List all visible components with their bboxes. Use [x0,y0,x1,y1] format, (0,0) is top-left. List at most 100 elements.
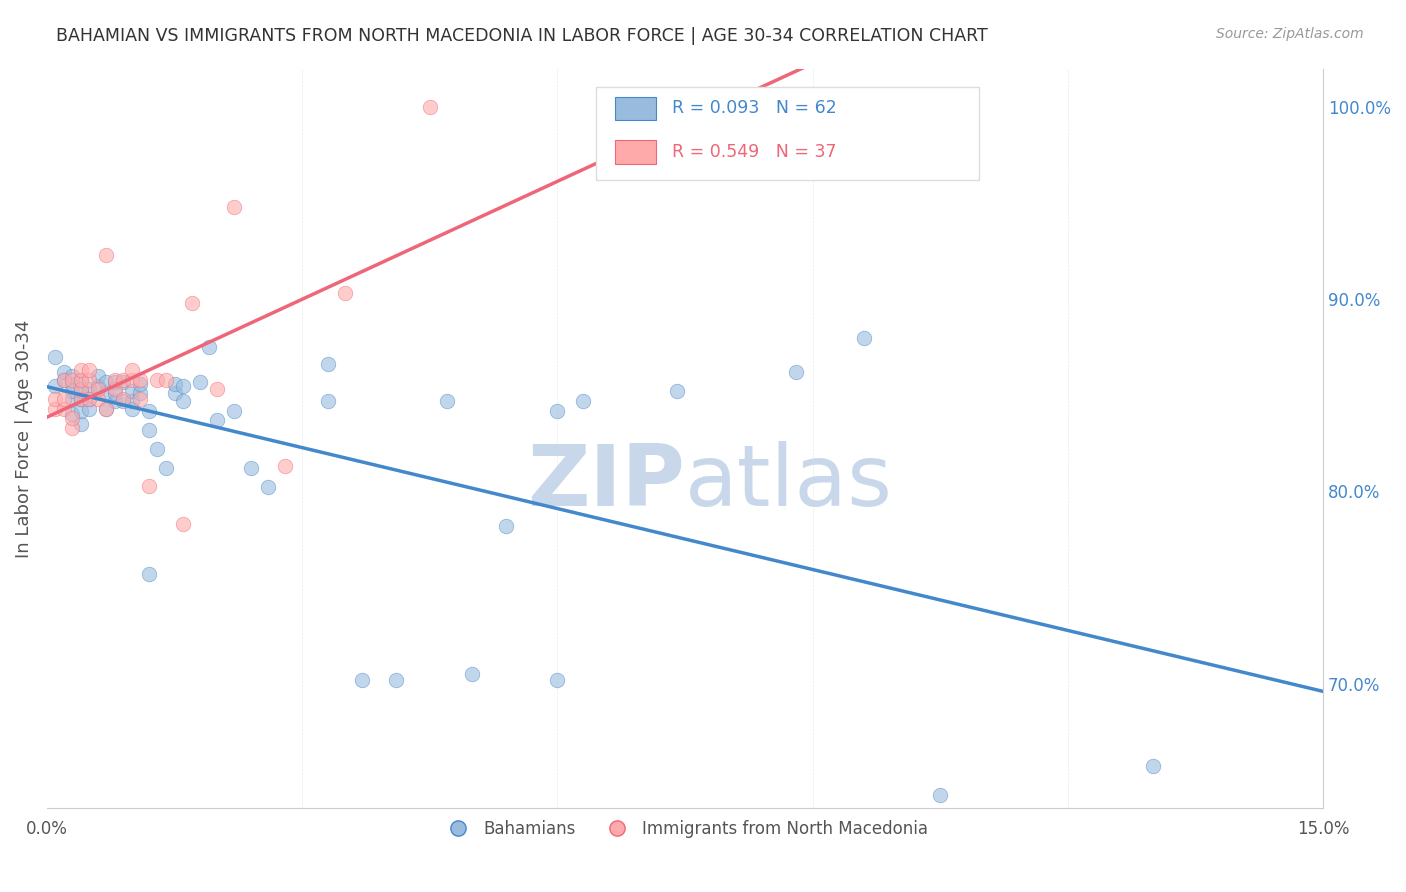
Point [52,392,75,406]
Point [104,394,127,409]
Point [62,376,84,391]
Point [929,788,952,802]
Point [44,392,66,406]
Point [172,394,194,409]
Point [87,378,110,392]
Point [274,459,297,474]
Point [52,373,75,387]
Point [79,363,101,377]
Point [172,378,194,392]
Point [62,373,84,387]
Point [188,375,211,389]
Point [572,394,595,409]
Point [62,369,84,384]
Point [205,413,228,427]
FancyBboxPatch shape [614,140,655,164]
Point [240,461,263,475]
Point [70,363,93,377]
Point [138,566,160,581]
Point [138,478,160,492]
Point [44,378,66,392]
Point [155,373,177,387]
Point [461,667,484,681]
Point [121,401,143,416]
Point [96,386,118,401]
Point [197,340,219,354]
Point [138,403,160,417]
Point [52,373,75,387]
FancyBboxPatch shape [614,96,655,120]
Point [146,442,169,456]
Point [87,392,110,406]
Point [180,296,202,310]
Point [546,673,568,687]
Point [104,375,127,389]
Point [163,386,186,401]
Point [121,373,143,387]
Point [44,350,66,364]
Legend: Bahamians, Immigrants from North Macedonia: Bahamians, Immigrants from North Macedon… [434,814,935,845]
Point [333,286,356,301]
Point [96,375,118,389]
Point [62,421,84,435]
Point [70,373,93,387]
Point [70,373,93,387]
Point [70,392,93,406]
Point [62,392,84,406]
Point [87,369,110,384]
Point [52,401,75,416]
Point [1142,759,1164,773]
Point [436,394,458,409]
Point [104,386,127,401]
Point [222,200,245,214]
Point [138,423,160,437]
Point [852,330,875,344]
Point [62,411,84,425]
Point [79,383,101,397]
Point [112,373,135,387]
Point [112,392,135,406]
Text: ZIP: ZIP [527,442,685,524]
Point [121,384,143,399]
Point [785,365,807,379]
Text: BAHAMIAN VS IMMIGRANTS FROM NORTH MACEDONIA IN LABOR FORCE | AGE 30-34 CORRELATI: BAHAMIAN VS IMMIGRANTS FROM NORTH MACEDO… [56,27,988,45]
Point [79,392,101,406]
Point [129,376,152,391]
Point [79,392,101,406]
Point [70,417,93,431]
Point [665,384,688,399]
Point [62,408,84,422]
Point [146,373,169,387]
Y-axis label: In Labor Force | Age 30-34: In Labor Force | Age 30-34 [15,319,32,558]
Point [222,403,245,417]
Point [62,384,84,399]
Point [163,376,186,391]
Point [495,519,517,533]
Point [155,461,177,475]
Point [350,673,373,687]
Point [384,673,406,687]
Point [257,481,280,495]
Point [79,401,101,416]
Point [316,358,339,372]
Point [104,383,127,397]
Point [121,394,143,409]
Point [70,383,93,397]
FancyBboxPatch shape [596,87,979,179]
Point [121,363,143,377]
Point [87,383,110,397]
Point [70,392,93,406]
Text: Source: ZipAtlas.com: Source: ZipAtlas.com [1216,27,1364,41]
Point [112,394,135,409]
Point [44,401,66,416]
Text: atlas: atlas [685,442,893,524]
Point [104,373,127,387]
Point [546,403,568,417]
Point [96,401,118,416]
Point [129,373,152,387]
Point [172,516,194,531]
Point [96,401,118,416]
Text: R = 0.549   N = 37: R = 0.549 N = 37 [672,143,837,161]
Point [70,403,93,417]
Point [52,365,75,379]
